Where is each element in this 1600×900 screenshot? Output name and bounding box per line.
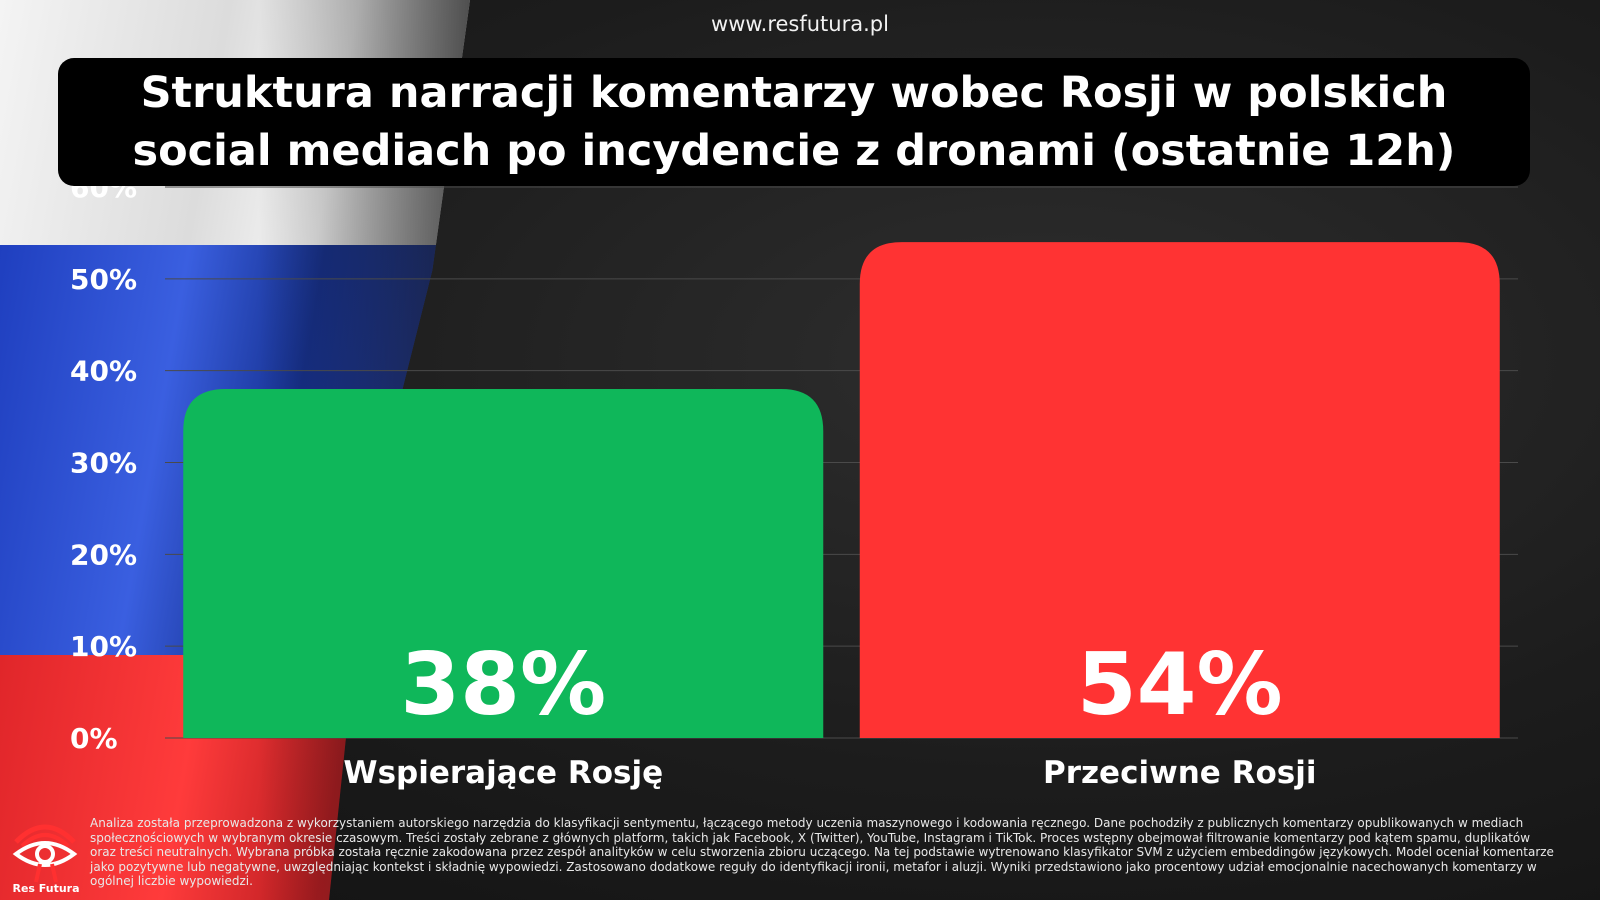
- bars-layer: 38% Wspierające Rosję 54% Przeciwne Rosji: [183, 242, 1500, 791]
- y-tick-label: 10%: [70, 630, 137, 663]
- bar: [859, 242, 1500, 738]
- methodology-note: Analiza została przeprowadzona z wykorzy…: [90, 816, 1554, 888]
- y-tick-label: 30%: [70, 447, 137, 480]
- title-box: Struktura narracji komentarzy wobec Rosj…: [58, 58, 1530, 186]
- y-tick-label: 50%: [70, 263, 137, 296]
- bar: [183, 389, 824, 738]
- category-label: Wspierające Rosję: [343, 755, 663, 791]
- chart-title: Struktura narracji komentarzy wobec Rosj…: [132, 68, 1456, 176]
- y-tick-label: 40%: [70, 355, 137, 388]
- y-axis: 0%10%20%30%40%50%60%: [70, 171, 137, 755]
- y-tick-label: 20%: [70, 538, 137, 571]
- bar-value-label: 38%: [400, 635, 606, 735]
- bar-value-label: 54%: [1077, 635, 1283, 735]
- brand-name: Res Futura: [12, 882, 80, 895]
- y-tick-label: 0%: [70, 722, 118, 755]
- category-label: Przeciwne Rosji: [1043, 755, 1316, 791]
- eye-logo-icon: [12, 824, 78, 883]
- site-url: www.resfutura.pl: [711, 12, 889, 36]
